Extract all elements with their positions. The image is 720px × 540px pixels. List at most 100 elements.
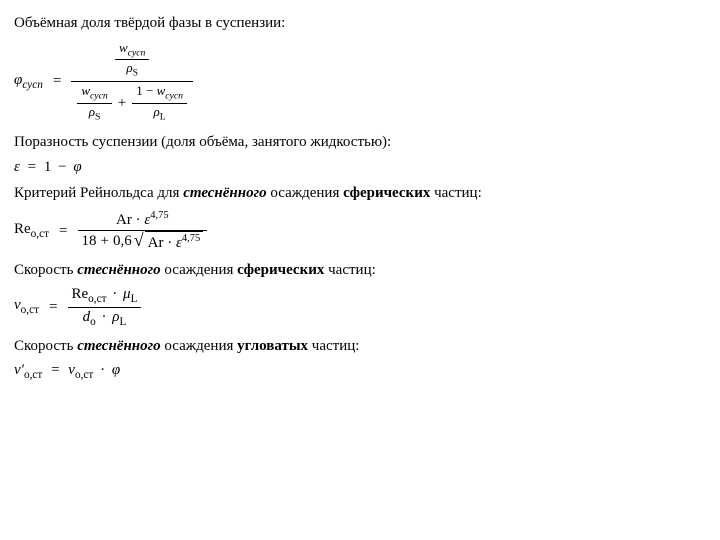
exp-1: 4,75 [150, 210, 168, 221]
sub-ost-3: о,ст [88, 293, 106, 305]
sym-w-3: w [157, 83, 166, 98]
sub-ost: о,ст [31, 228, 49, 240]
den-frac-1: wсусп ρS [77, 84, 111, 123]
rhs-frac3-den: 18 + 0,6 √ Ar · ε4,75 [78, 231, 208, 253]
rhs-v-ost: vо,ст [68, 362, 97, 378]
lhs-phi-susp: φсусп [14, 71, 43, 92]
p3-e: частиц: [430, 185, 481, 201]
para-velocity-spherical: Скорость стеснённого осаждения сферическ… [14, 261, 706, 280]
p4-c: осаждения [161, 262, 237, 278]
dot-5: · [97, 362, 108, 378]
p5-e: частиц: [308, 338, 359, 354]
p4-a: Скорость [14, 262, 77, 278]
sym-re: Re [14, 221, 31, 237]
minus-2: − [55, 159, 69, 175]
sqrt: √ Ar · ε4,75 [134, 231, 204, 253]
p4-e: частиц: [324, 262, 375, 278]
sub-s-2: S [95, 111, 100, 122]
dot-1: · [136, 212, 141, 228]
para-volume-fraction: Объёмная доля твёрдой фазы в суспензии: [14, 14, 706, 33]
page-root: Объёмная доля твёрдой фазы в суспензии: … [0, 0, 720, 382]
rhs-frac4-num: Reо,ст · μL [68, 285, 142, 307]
sub-l-2: L [131, 293, 138, 305]
sym-d: d [83, 309, 91, 325]
eq-sign-3: = [53, 222, 73, 241]
num-frac: wсусп ρS [115, 41, 149, 80]
sym-mu: μ [123, 286, 131, 302]
p4-d: сферических [237, 262, 324, 278]
dot-3: · [110, 286, 119, 302]
para-velocity-angular: Скорость стеснённого осаждения угловатых… [14, 337, 706, 356]
para-porosity: Поразность суспензии (доля объёма, занят… [14, 133, 706, 152]
den-frac2-n: 1 − wсусп [132, 84, 187, 103]
dot-4: · [99, 309, 108, 325]
sym-w: w [119, 40, 128, 55]
lhs-v-ost: vо,ст [14, 296, 39, 317]
rhs-frac-3: Ar · ε4,75 18 + 0,6 √ Ar · ε4,75 [78, 209, 208, 253]
num-frac-n: wсусп [115, 41, 149, 60]
sub-susp-2: сусп [128, 47, 146, 58]
eq-sign-4: = [43, 298, 63, 317]
plus-2: + [97, 232, 113, 251]
formula-porosity: ε = 1 − φ [14, 158, 706, 177]
plus-1: + [112, 94, 132, 113]
den-frac2-d: ρL [150, 104, 170, 123]
c18: 18 [82, 232, 97, 251]
sub-s: S [133, 68, 138, 79]
sym-phi-3: φ [112, 362, 120, 378]
one: 1 [136, 83, 143, 98]
eq-row-4: vо,ст = Reо,ст · μL dо · ρL [14, 285, 706, 328]
sym-v-2: v [14, 362, 21, 378]
p3-a: Критерий Рейнольдса для [14, 185, 183, 201]
formula-volume-fraction: φсусп = wсусп ρS wсусп ρS + [14, 39, 706, 125]
p5-b: стеснённого [77, 338, 160, 354]
lhs-re: Reо,ст [14, 220, 49, 241]
sub-susp-3: сусп [90, 91, 108, 102]
outer-den: wсусп ρS + 1 − wсусп ρL [71, 82, 193, 125]
sym-eps: ε [14, 159, 20, 175]
p3-b: стеснённого [183, 185, 266, 201]
sub-l-3: L [119, 316, 126, 328]
radicand: Ar · ε4,75 [145, 231, 204, 253]
eq-row-3: Reо,ст = Ar · ε4,75 18 + 0,6 √ Ar [14, 209, 706, 253]
p5-a: Скорость [14, 338, 77, 354]
num-frac-d: ρS [122, 60, 142, 79]
eq-sign-2: = [24, 159, 40, 175]
rhs-frac3-num: Ar · ε4,75 [78, 209, 208, 231]
p5-c: осаждения [161, 338, 237, 354]
sym-phi-2: φ [73, 159, 81, 175]
sym-v: v [14, 297, 21, 313]
formula-reynolds: Reо,ст = Ar · ε4,75 18 + 0,6 √ Ar [14, 209, 706, 253]
formula-velocity-spherical: vо,ст = Reо,ст · μL dо · ρL [14, 285, 706, 328]
exp-2: 4,75 [182, 233, 200, 244]
eq-sign: = [47, 72, 67, 91]
minus: − [146, 83, 153, 98]
formula-velocity-angular: v′о,ст = vо,ст · φ [14, 361, 706, 382]
den-frac1-d: ρS [85, 104, 105, 123]
sub-ost-4: о,ст [24, 369, 42, 381]
den-frac1-n: wсусп [77, 84, 111, 103]
eq-sign-5: = [46, 362, 64, 378]
sub-susp: сусп [22, 79, 43, 91]
radical-sign: √ [134, 231, 145, 253]
rhs-frac4-den: dо · ρL [68, 308, 142, 329]
para-reynolds: Критерий Рейнольдса для стеснённого осаж… [14, 184, 706, 203]
sym-w-2: w [81, 83, 90, 98]
rhs-frac-4: Reо,ст · μL dо · ρL [68, 285, 142, 328]
text-volume-fraction: Объёмная доля твёрдой фазы в суспензии: [14, 15, 285, 31]
sym-ar-2: Ar [148, 235, 164, 251]
sub-susp-4: сусп [165, 91, 183, 102]
sym-ar: Ar [116, 212, 132, 228]
sub-ost-2: о,ст [21, 304, 39, 316]
sym-v-3: v [68, 362, 75, 378]
outer-fraction: wсусп ρS wсусп ρS + 1 − wсусп ρL [71, 39, 193, 125]
p3-d: сферических [343, 185, 430, 201]
lhs-v-prime: v′о,ст [14, 362, 46, 378]
one-2: 1 [44, 159, 52, 175]
eq-row-1: φсусп = wсусп ρS wсусп ρS + [14, 39, 706, 125]
sub-l: L [160, 111, 166, 122]
p3-c: осаждения [267, 185, 343, 201]
den-frac-2: 1 − wсусп ρL [132, 84, 187, 123]
text-porosity: Поразность суспензии (доля объёма, занят… [14, 134, 391, 150]
outer-num: wсусп ρS [109, 39, 155, 82]
